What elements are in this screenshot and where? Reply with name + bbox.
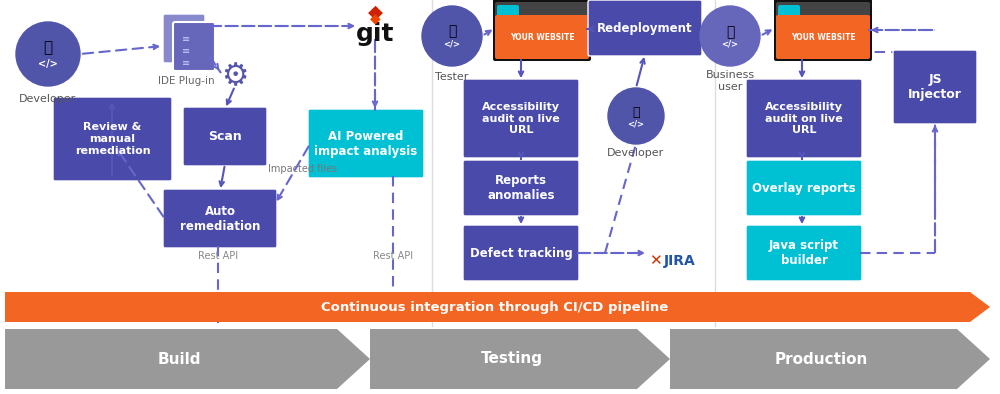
Text: Production: Production: [775, 351, 868, 366]
Text: Testing: Testing: [481, 351, 543, 366]
Text: Auto
remediation: Auto remediation: [180, 204, 260, 232]
FancyBboxPatch shape: [163, 189, 277, 248]
FancyBboxPatch shape: [746, 160, 862, 216]
Circle shape: [16, 22, 80, 86]
Text: git: git: [356, 22, 394, 46]
Text: ◆: ◆: [370, 11, 380, 25]
FancyBboxPatch shape: [173, 22, 215, 71]
Text: ⚙: ⚙: [221, 63, 249, 91]
Text: Accessibility
audit on live
URL: Accessibility audit on live URL: [482, 102, 560, 135]
FancyBboxPatch shape: [463, 160, 579, 216]
Text: IDE Plug-in: IDE Plug-in: [158, 76, 214, 86]
Text: ◆: ◆: [368, 2, 382, 22]
Text: Scan: Scan: [208, 130, 242, 143]
Text: Redeployment: Redeployment: [597, 22, 693, 35]
FancyBboxPatch shape: [497, 5, 519, 18]
Polygon shape: [670, 329, 990, 389]
Text: ≡
≡
≡: ≡ ≡ ≡: [182, 34, 190, 68]
FancyBboxPatch shape: [463, 225, 579, 281]
Text: Continuous integration through CI/CD pipeline: Continuous integration through CI/CD pip…: [321, 301, 669, 314]
Text: </>: </>: [444, 39, 460, 48]
FancyBboxPatch shape: [183, 107, 267, 166]
Text: </>: </>: [722, 39, 738, 48]
Circle shape: [422, 6, 482, 66]
FancyBboxPatch shape: [776, 2, 870, 21]
Text: JIRA: JIRA: [664, 254, 696, 268]
Text: Impacted files: Impacted files: [268, 164, 338, 174]
FancyBboxPatch shape: [746, 225, 862, 281]
FancyBboxPatch shape: [776, 15, 870, 59]
FancyBboxPatch shape: [163, 14, 205, 63]
Text: AI Powered
impact analysis: AI Powered impact analysis: [314, 130, 418, 158]
Text: Build: Build: [158, 351, 201, 366]
Text: Review &
manual
remediation: Review & manual remediation: [75, 123, 150, 156]
FancyBboxPatch shape: [53, 97, 172, 181]
Text: Defect tracking: Defect tracking: [470, 247, 572, 260]
Text: 👤: 👤: [726, 25, 734, 39]
Text: Developer: Developer: [19, 94, 77, 104]
Text: </>: </>: [628, 119, 644, 128]
Circle shape: [608, 88, 664, 144]
Text: Developer: Developer: [607, 148, 665, 158]
FancyBboxPatch shape: [893, 50, 977, 124]
Polygon shape: [5, 329, 370, 389]
Text: 👤: 👤: [448, 24, 456, 38]
FancyBboxPatch shape: [774, 0, 872, 61]
FancyBboxPatch shape: [463, 79, 579, 158]
Text: Rest API: Rest API: [198, 251, 238, 261]
Circle shape: [700, 6, 760, 66]
Text: 👤: 👤: [632, 106, 640, 119]
Text: YOUR WEBSITE: YOUR WEBSITE: [791, 32, 855, 41]
FancyBboxPatch shape: [588, 0, 702, 56]
Text: Overlay reports: Overlay reports: [752, 182, 856, 195]
Text: Java script
builder: Java script builder: [769, 239, 839, 267]
FancyBboxPatch shape: [495, 15, 589, 59]
Text: ✕: ✕: [649, 253, 661, 268]
Text: Rest API: Rest API: [373, 251, 413, 261]
FancyBboxPatch shape: [778, 5, 800, 18]
Text: Reports
anomalies: Reports anomalies: [487, 174, 555, 202]
Text: </>: </>: [38, 59, 58, 69]
FancyBboxPatch shape: [308, 109, 424, 178]
Text: Accessibility
audit on live
URL: Accessibility audit on live URL: [765, 102, 843, 135]
Text: Tester: Tester: [435, 72, 469, 82]
FancyBboxPatch shape: [493, 0, 591, 61]
FancyBboxPatch shape: [746, 79, 862, 158]
FancyBboxPatch shape: [495, 2, 589, 21]
Polygon shape: [370, 329, 670, 389]
Polygon shape: [5, 292, 990, 322]
Text: Business
user: Business user: [705, 70, 755, 92]
Text: 👤: 👤: [43, 41, 53, 56]
Text: JS
Injector: JS Injector: [908, 73, 962, 101]
Text: YOUR WEBSITE: YOUR WEBSITE: [510, 32, 574, 41]
